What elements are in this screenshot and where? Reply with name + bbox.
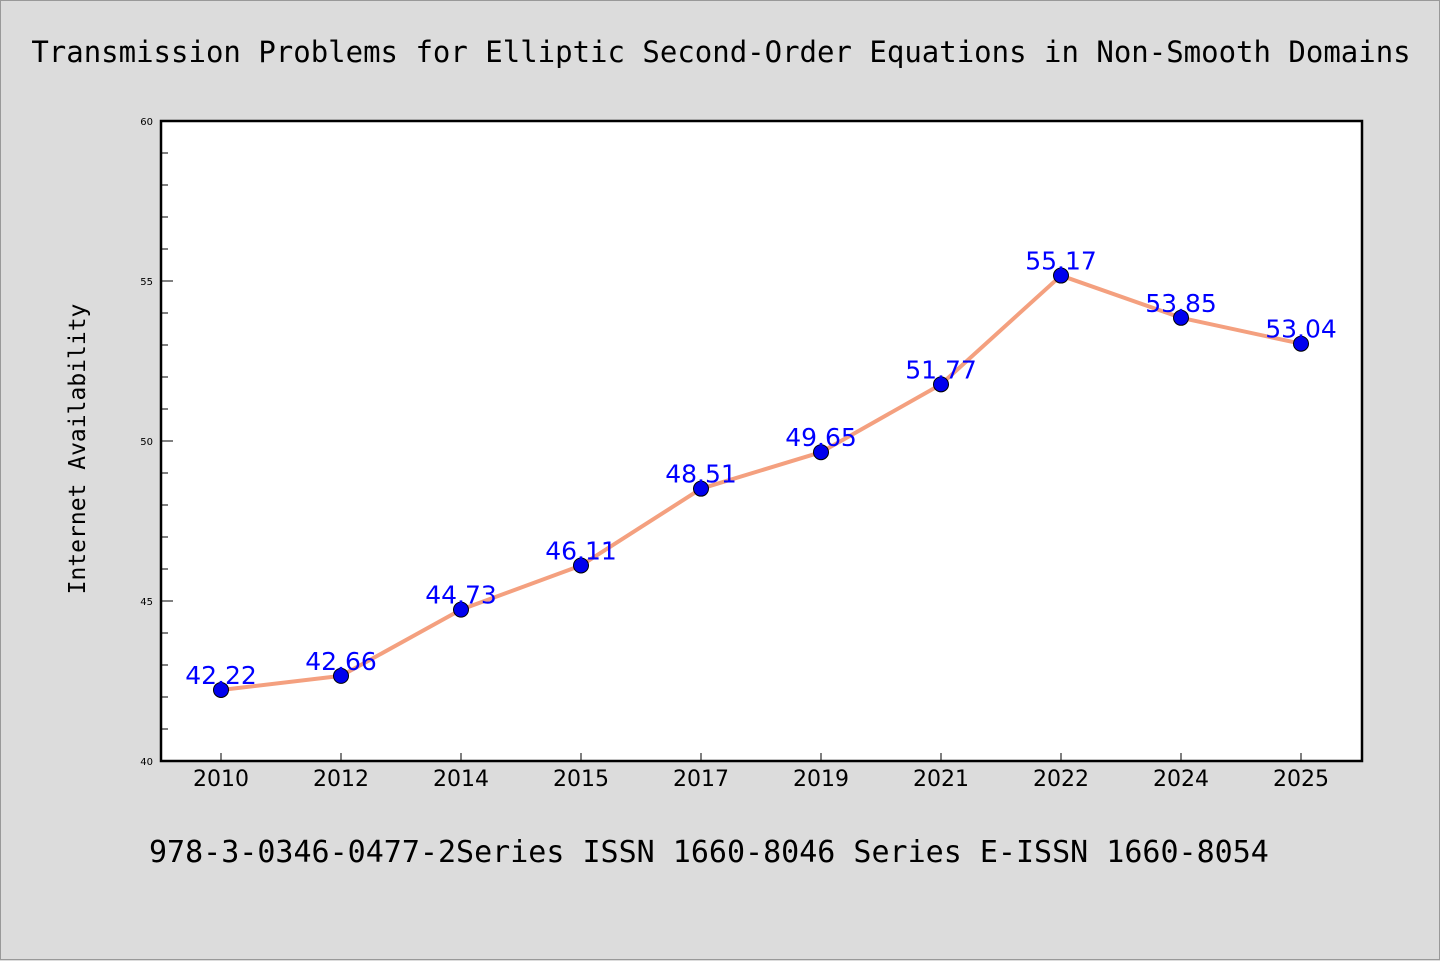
data-label: 48.51 xyxy=(665,460,737,489)
y-tick-label: 60 xyxy=(140,117,153,128)
x-tick-label: 2024 xyxy=(1153,767,1209,792)
y-tick-label: 45 xyxy=(140,597,153,608)
data-label: 49.65 xyxy=(785,423,857,452)
data-point xyxy=(333,667,349,684)
x-axis: 2010 2012 2014 2015 2017 2019 2021 2022 2024 2025 xyxy=(193,753,1329,792)
data-point xyxy=(933,376,949,393)
data-point xyxy=(213,681,229,698)
isbn-footer: 978-3-0346-0477-2Series ISSN 1660-8046 S… xyxy=(149,835,1269,870)
y-axis: 40 45 50 55 60 xyxy=(140,117,173,768)
x-tick-label: 2021 xyxy=(913,767,969,792)
data-point xyxy=(813,444,829,461)
data-point xyxy=(1053,267,1069,284)
chart-title: Transmission Problems for Elliptic Secon… xyxy=(31,35,1411,69)
x-tick-label: 2022 xyxy=(1033,767,1089,792)
data-label: 44.73 xyxy=(425,581,497,610)
data-label: 46.11 xyxy=(545,536,617,565)
series-line xyxy=(219,273,1303,692)
x-tick-label: 2010 xyxy=(193,767,249,792)
data-labels: 42.22 42.66 44.73 46.11 48.51 49.65 51.77 55.17… xyxy=(185,247,1337,690)
data-label: 42.22 xyxy=(185,661,257,690)
data-label: 51.77 xyxy=(905,355,977,384)
y-tick-label: 55 xyxy=(140,277,153,288)
data-label: 53.04 xyxy=(1265,315,1337,344)
x-tick-label: 2012 xyxy=(313,767,369,792)
x-tick-label: 2025 xyxy=(1273,767,1329,792)
x-tick-label: 2017 xyxy=(673,767,729,792)
y-tick-label: 50 xyxy=(140,437,153,448)
data-label: 42.66 xyxy=(305,647,377,676)
data-point xyxy=(453,601,469,618)
data-point xyxy=(1173,309,1189,326)
plot-area xyxy=(159,119,1364,763)
x-tick-label: 2014 xyxy=(433,767,489,792)
data-point xyxy=(573,557,589,574)
x-tick-label: 2015 xyxy=(553,767,609,792)
y-axis-label: Internet Availability xyxy=(65,304,91,595)
data-label: 55.17 xyxy=(1025,247,1097,276)
series-markers xyxy=(213,267,1309,698)
y-tick-label: 40 xyxy=(140,757,153,768)
data-point xyxy=(693,480,709,497)
x-tick-label: 2019 xyxy=(793,767,849,792)
data-point xyxy=(1293,335,1309,352)
data-label: 53.85 xyxy=(1145,289,1217,318)
